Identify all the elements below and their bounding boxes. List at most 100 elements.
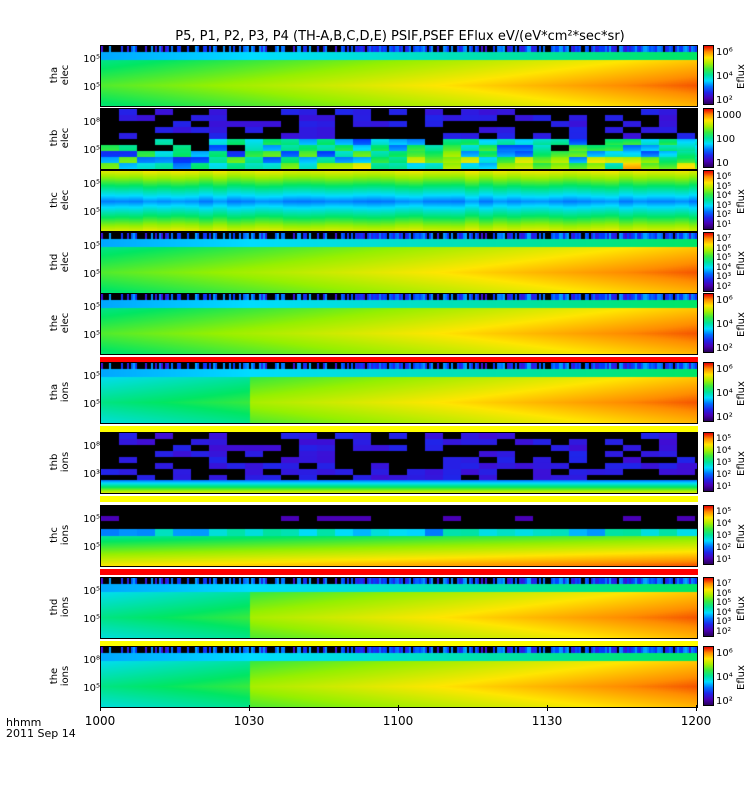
colorbar-the-elec [703, 293, 714, 353]
x-tick-label: 1000 [84, 714, 116, 728]
colorbar-thb-elec [703, 108, 714, 168]
panel-label-line: thb [49, 129, 60, 147]
colorbar-unit-label: Eflux [736, 251, 747, 276]
panel-label-line: thd [49, 598, 60, 616]
colorbar-tick-label: 10² [716, 696, 733, 707]
panel-label-line: elec [60, 127, 71, 149]
colorbar-tick-label: 10⁶ [716, 47, 733, 58]
y-tick-label: 10⁸ [83, 117, 100, 128]
colorbar-tick-label: 10⁴ [716, 319, 733, 330]
colorbar-tick-label: 10⁵ [716, 181, 732, 192]
x-tick-mark [100, 705, 101, 711]
chart-title: P5, P1, P2, P3, P4 (TH-A,B,C,D,E) PSIF,P… [175, 29, 625, 44]
y-tick-label: 10⁵ [83, 82, 100, 94]
colorbar-tick-label: 10³ [716, 272, 732, 283]
colorbar-tick-label: 10¹ [716, 220, 732, 230]
y-tick-label: 10⁵ [83, 399, 100, 411]
x-tick-label: 1130 [531, 714, 563, 728]
x-axis-label-line2: 2011 Sep 14 [6, 727, 76, 740]
panel-label-line: elec [60, 312, 71, 334]
colorbar-tick-label: 10³ [716, 200, 732, 211]
colorbar-tick-label: 1000 [716, 110, 742, 121]
spectrogram-tha-ions [100, 362, 698, 424]
spectrogram-canvas [101, 233, 697, 293]
colorbar-tick-label: 10⁶ [716, 295, 733, 306]
colorbar-tick-label: 10⁴ [716, 519, 732, 529]
y-tick-label: 10⁵ [83, 302, 100, 313]
spectrogram-canvas [101, 171, 697, 231]
panel-label-line: tha [49, 383, 60, 401]
separator-band [100, 356, 698, 363]
panel-label-line: thc [49, 527, 60, 543]
colorbar-tick-label: 10⁵ [716, 434, 732, 444]
separator-band [100, 495, 698, 502]
colorbar-tick-label: 10⁷ [716, 579, 732, 589]
colorbar-tha-elec [703, 45, 714, 105]
colorbar-tick-label: 10⁴ [716, 262, 732, 273]
panel-label-line: ions [60, 451, 71, 473]
spectrogram-canvas [101, 363, 697, 423]
y-tick-label: 10⁵ [83, 586, 100, 597]
panel-label-line: thb [49, 453, 60, 471]
panel-label-line: elec [60, 251, 71, 273]
x-axis-label-line1: hhmm [6, 716, 42, 729]
y-tick-label: 10⁵ [83, 683, 100, 695]
colorbar-thc-elec [703, 170, 714, 230]
panel-label-line: thc [49, 192, 60, 208]
panel-label-thc-ions: thc ions [49, 515, 71, 555]
x-tick-label: 1200 [680, 714, 712, 728]
separator-band [100, 425, 698, 432]
spectrogram-thb-elec [100, 108, 698, 170]
spectrogram-the-ions [100, 646, 698, 708]
x-tick-mark [398, 705, 399, 711]
colorbar-thb-ions [703, 432, 714, 492]
y-tick-label: 10⁵ [83, 371, 100, 382]
colorbar-tick-label: 10⁴ [716, 191, 732, 202]
colorbar-unit-label: Eflux [736, 665, 747, 690]
separator-band [100, 568, 698, 575]
spectrogram-thc-elec [100, 170, 698, 232]
colorbar-tick-label: 10³ [716, 531, 732, 541]
colorbar-tha-ions [703, 362, 714, 422]
y-tick-label: 10⁵ [83, 241, 100, 252]
colorbar-tick-label: 10⁶ [716, 364, 733, 375]
colorbar-tick-label: 10 [716, 158, 729, 169]
colorbar-tick-label: 10² [716, 210, 732, 221]
colorbar-unit-label: Eflux [736, 451, 747, 476]
colorbar-tick-label: 10² [716, 343, 733, 354]
spectrogram-canvas [101, 46, 697, 106]
colorbar-tick-label: 10⁴ [716, 672, 733, 683]
y-tick-label: 10⁵ [83, 330, 100, 342]
panel-label-line: thd [49, 253, 60, 271]
spectrogram-tha-elec [100, 45, 698, 107]
colorbar-tick-label: 10⁶ [716, 588, 732, 599]
colorbar-unit-label: Eflux [736, 64, 747, 89]
colorbar-tick-label: 10⁷ [716, 234, 732, 244]
colorbar-tick-label: 10² [716, 95, 733, 106]
y-tick-label: 10⁵ [83, 514, 100, 525]
colorbar-unit-label: Eflux [736, 524, 747, 549]
panel-label-line: the [49, 667, 60, 685]
spectrogram-thd-elec [100, 232, 698, 294]
colorbar-thd-elec [703, 232, 714, 292]
colorbar-unit-label: Eflux [736, 596, 747, 621]
spectrogram-canvas [101, 578, 697, 638]
colorbar-tick-label: 10³ [716, 617, 732, 628]
colorbar-tick-label: 10⁶ [716, 172, 732, 182]
colorbar-unit-label: Eflux [736, 189, 747, 214]
colorbar-thc-ions [703, 505, 714, 565]
colorbar-tick-label: 10² [716, 282, 732, 292]
y-tick-label: 10⁸ [83, 441, 100, 452]
panel-label-thd-ions: thd ions [49, 587, 71, 627]
spectrogram-canvas [101, 647, 697, 707]
colorbar-tick-label: 10² [716, 543, 732, 553]
spectrogram-canvas [101, 433, 697, 493]
colorbar-tick-label: 10⁵ [716, 598, 732, 609]
y-tick-label: 10⁵ [83, 207, 100, 219]
colorbar-thd-ions [703, 577, 714, 637]
panel-label-thc-elec: thc elec [49, 180, 71, 220]
panel-label-line: elec [60, 64, 71, 86]
panel-label-tha-ions: tha ions [49, 372, 71, 412]
separator-band [100, 640, 698, 647]
y-tick-label: 10⁵ [83, 269, 100, 281]
